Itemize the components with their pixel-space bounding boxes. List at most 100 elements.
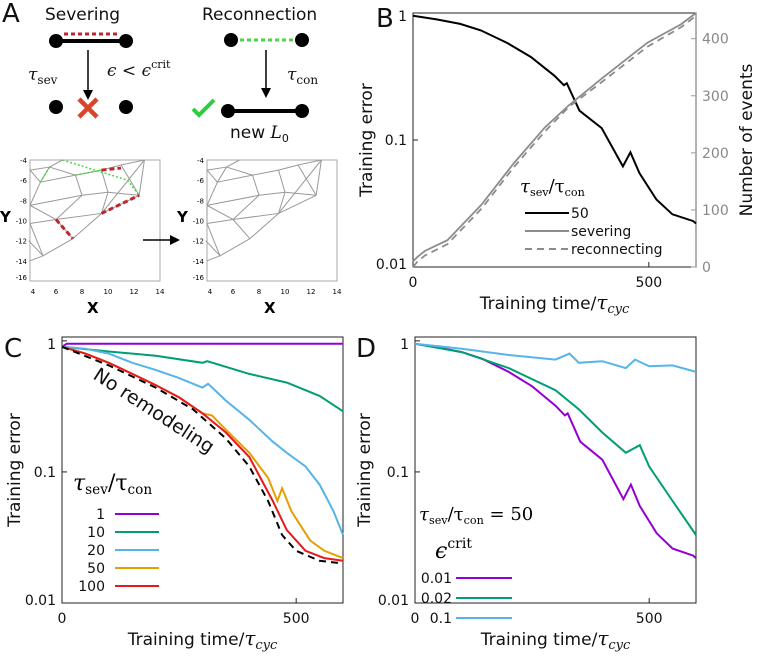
mesh-edge <box>217 174 253 183</box>
mesh-edge <box>72 213 102 240</box>
mesh-edge <box>258 191 286 196</box>
y-tick-label: 0.01 <box>25 593 56 609</box>
new-L0-label: new L0 <box>230 123 289 145</box>
chart-d: 0 500 1 0.1 0.01 Training time/τcyc Training e… <box>355 336 697 653</box>
mesh-edge <box>297 164 317 196</box>
mesh-x-tick: 6 <box>231 288 236 296</box>
x-tick-label: 0 <box>411 611 420 627</box>
mesh-x-tick: 6 <box>54 288 59 296</box>
panel-letter-a: A <box>2 0 20 29</box>
mesh-edge <box>284 191 317 196</box>
legend-label: 0.1 <box>430 611 452 627</box>
reconnected-edge <box>75 169 102 176</box>
x-tick-label: 0 <box>409 275 418 291</box>
mesh-y-label: Y <box>0 208 12 226</box>
mesh-x-tick: 14 <box>333 288 342 296</box>
series-line-20 <box>61 345 344 536</box>
y-right-axis-label: Number of events <box>737 63 757 216</box>
legend-title: ϵcrit <box>435 536 472 564</box>
mesh-edge <box>219 238 251 257</box>
arrowhead <box>83 90 93 100</box>
mesh-y-label: Y <box>176 208 189 226</box>
y-tick-label: 0.01 <box>378 593 409 609</box>
mesh-edge <box>55 194 83 220</box>
series-line-reconnecting <box>412 15 697 268</box>
mesh-edge <box>28 240 44 257</box>
mesh-edge <box>49 166 76 176</box>
x-tick-label: 500 <box>635 275 662 291</box>
node <box>295 104 309 118</box>
y-tick-label: 0.01 <box>376 257 407 273</box>
x-tick-label: 0 <box>58 611 67 627</box>
y-tick-label: 0.1 <box>387 465 409 481</box>
legend-label: 0.02 <box>421 591 452 607</box>
mesh-x-label: X <box>87 299 99 317</box>
mesh-edge <box>29 181 41 206</box>
legend-label: 50 <box>571 206 589 222</box>
series-line-0-1 <box>414 342 697 373</box>
y-tick-label: 0.1 <box>385 133 407 149</box>
mesh-y-tick: -10 <box>193 218 204 226</box>
mesh-edge <box>29 204 57 220</box>
mesh-edge <box>252 169 279 176</box>
mesh-edge <box>29 166 50 171</box>
mesh-edge <box>278 159 322 214</box>
legend: τsev/τcon 50 severing reconnecting <box>520 176 663 258</box>
series-line-0-02 <box>414 342 697 536</box>
mesh-edge <box>101 169 109 193</box>
arrowhead <box>170 235 180 245</box>
node <box>49 100 63 114</box>
mesh-y-tick: -8 <box>197 197 204 205</box>
panel-letter-b: B <box>376 4 394 34</box>
mesh-y-tick: -16 <box>193 274 205 282</box>
plot-frame <box>61 336 344 604</box>
legend-label: 50 <box>87 561 105 577</box>
mesh-edge <box>55 212 102 220</box>
node <box>221 104 235 118</box>
mesh-y-tick: -6 <box>20 177 28 185</box>
x-tick-label: 500 <box>636 611 663 627</box>
panel-a-schematic: Severing Reconnection τsev ϵ < ϵcrit τco… <box>0 5 342 317</box>
mesh-x-tick: 12 <box>130 288 139 296</box>
legend-label: reconnecting <box>571 242 663 258</box>
mesh-edge <box>232 194 260 220</box>
mesh-edge <box>29 255 44 262</box>
mesh-edge <box>120 159 145 166</box>
mesh-edge <box>206 166 227 171</box>
mesh-y-tick: -8 <box>20 197 27 205</box>
severing-title: Severing <box>45 5 120 25</box>
x-tick-label: 500 <box>283 611 310 627</box>
mesh-edge <box>40 174 76 183</box>
y-tick-label: 1 <box>400 337 409 353</box>
y-tick-label: 1 <box>47 337 56 353</box>
mesh-y-tick: -10 <box>16 218 27 226</box>
cross-icon <box>77 97 99 119</box>
reconnected-edge <box>39 166 51 183</box>
series-line-severing <box>412 12 697 262</box>
mesh-edge <box>206 218 234 225</box>
mesh-edge <box>249 213 279 240</box>
legend-title: τsev/τcon = 50 <box>419 504 533 527</box>
mesh-edge <box>297 159 322 166</box>
mesh-edge <box>206 223 221 256</box>
y-right-tick-label: 400 <box>702 32 729 48</box>
mesh-edge <box>232 212 279 220</box>
legend-label: severing <box>571 224 631 240</box>
plot-frame <box>414 336 697 604</box>
mesh-edge <box>49 159 63 168</box>
series-line-100 <box>61 345 344 562</box>
series-line-10 <box>61 345 344 413</box>
mesh-y-tick: -14 <box>193 258 205 266</box>
legend-title: τsev/τcon <box>520 176 585 199</box>
mesh-x-tick: 12 <box>307 288 316 296</box>
mesh-edge <box>315 159 322 196</box>
y-axis-label: Training error <box>5 413 25 528</box>
severed-edge <box>101 166 122 172</box>
chart-c: 0 500 1 0.1 0.01 Training time/τcyc Training e… <box>5 336 344 653</box>
mesh-x-tick: 14 <box>156 288 165 296</box>
reconnected-edge <box>62 159 128 181</box>
plot-frame <box>412 12 697 268</box>
epsilon-condition-label: ϵ < ϵcrit <box>107 58 171 81</box>
series-line-1 <box>61 342 343 348</box>
mesh-x-label: X <box>264 299 276 317</box>
